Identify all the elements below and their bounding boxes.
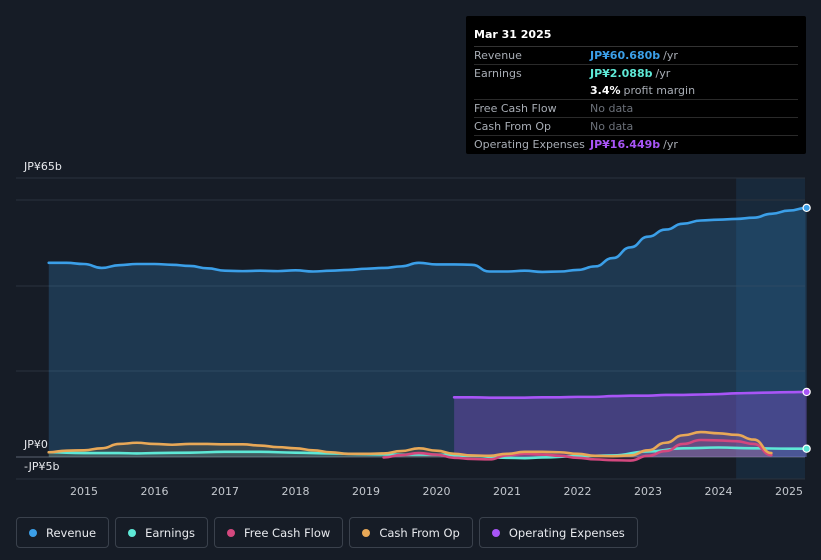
tooltip-value: JP¥60.680b bbox=[590, 49, 661, 62]
tooltip-label: Earnings bbox=[474, 67, 522, 80]
tooltip-row-cash-from-op: Cash From Op No data bbox=[474, 118, 798, 136]
legend-item-revenue[interactable]: Revenue bbox=[16, 517, 110, 548]
revenue-area bbox=[48, 207, 807, 457]
x-tick-label: 2023 bbox=[634, 485, 662, 498]
tooltip-label: Free Cash Flow bbox=[474, 102, 557, 115]
x-tick-label: 2022 bbox=[564, 485, 592, 498]
legend-label: Revenue bbox=[46, 525, 97, 540]
series-areas bbox=[48, 207, 807, 461]
legend-label: Operating Expenses bbox=[508, 525, 625, 540]
revenue-line bbox=[47, 206, 808, 274]
legend-label: Cash From Op bbox=[379, 525, 460, 540]
legend-item-cash-from-op[interactable]: Cash From Op bbox=[349, 517, 473, 548]
legend-dot-icon bbox=[128, 528, 137, 537]
tooltip-date: Mar 31 2025 bbox=[474, 24, 798, 47]
x-axis-labels: 2015 2016 2017 2018 2019 2020 2021 2022 2023 2024… bbox=[70, 485, 803, 498]
y-tick-label: JP¥65b bbox=[23, 160, 62, 173]
x-tick-label: 2021 bbox=[493, 485, 521, 498]
tooltip-row-revenue: Revenue JP¥60.680b /yr bbox=[474, 47, 798, 65]
x-tick-label: 2017 bbox=[211, 485, 239, 498]
x-tick-label: 2018 bbox=[282, 485, 310, 498]
grid-lines bbox=[16, 177, 805, 480]
y-axis-labels: JP¥65b JP¥0 -JP¥5b bbox=[23, 160, 62, 473]
legend-label: Free Cash Flow bbox=[244, 525, 331, 540]
free-cash-flow-line bbox=[382, 438, 773, 462]
legend-dot-icon bbox=[227, 528, 235, 537]
tooltip-value: No data bbox=[590, 120, 634, 133]
x-tick-label: 2019 bbox=[352, 485, 380, 498]
tooltip-label: Revenue bbox=[474, 49, 522, 62]
x-tick-label: 2025 bbox=[775, 485, 803, 498]
tooltip-unit: /yr bbox=[663, 49, 678, 62]
earnings-end-marker bbox=[802, 444, 811, 453]
tooltip-value: JP¥2.088b bbox=[590, 67, 653, 80]
tooltip-row-earnings: Earnings JP¥2.088b /yr bbox=[474, 65, 798, 82]
tooltip-unit: /yr bbox=[663, 138, 678, 151]
tooltip-row-operating-expenses: Operating Expenses JP¥16.449b /yr bbox=[474, 136, 798, 153]
series-end-markers bbox=[802, 203, 811, 453]
series-lines bbox=[47, 206, 808, 462]
tooltip-value: No data bbox=[590, 102, 634, 115]
operating-expenses-line bbox=[452, 390, 808, 399]
revenue-end-marker bbox=[802, 203, 811, 213]
tooltip-row-free-cash-flow: Free Cash Flow No data bbox=[474, 100, 798, 118]
legend-item-operating-expenses[interactable]: Operating Expenses bbox=[478, 517, 638, 548]
legend: Revenue Earnings Free Cash Flow Cash Fro… bbox=[16, 517, 638, 548]
tooltip-label: Operating Expenses bbox=[474, 138, 585, 151]
operating-expenses-end-marker bbox=[802, 387, 811, 397]
y-tick-label: JP¥0 bbox=[23, 438, 48, 451]
tooltip-unit: profit margin bbox=[623, 84, 696, 97]
tooltip-unit: /yr bbox=[655, 67, 671, 80]
tooltip-label: Cash From Op bbox=[474, 120, 552, 133]
legend-dot-icon bbox=[29, 528, 37, 537]
legend-item-earnings[interactable]: Earnings bbox=[115, 517, 208, 548]
tooltip-value: 3.4% bbox=[590, 84, 621, 97]
forecast-highlight-band bbox=[736, 178, 805, 479]
x-tick-label: 2024 bbox=[705, 485, 733, 498]
tooltip: Mar 31 2025 Revenue JP¥60.680b /yr Earni… bbox=[466, 16, 806, 154]
legend-item-free-cash-flow[interactable]: Free Cash Flow bbox=[214, 517, 344, 548]
free-cash-flow-area bbox=[383, 439, 772, 461]
x-tick-label: 2015 bbox=[70, 485, 98, 498]
legend-dot-icon bbox=[491, 528, 500, 537]
x-tick-label: 2020 bbox=[423, 485, 451, 498]
tooltip-row-profit-margin: 3.4% profit margin bbox=[474, 82, 798, 100]
legend-label: Earnings bbox=[145, 525, 195, 540]
legend-dot-icon bbox=[362, 528, 371, 537]
cash-from-op-line bbox=[47, 430, 773, 458]
tooltip-label bbox=[474, 82, 590, 99]
x-tick-label: 2016 bbox=[141, 485, 169, 498]
y-tick-label: -JP¥5b bbox=[24, 460, 59, 473]
tooltip-value: JP¥16.449b bbox=[590, 138, 661, 151]
chart: JP¥65b JP¥0 -JP¥5b 2015 2016 2017 2018 2019 202… bbox=[16, 160, 811, 498]
